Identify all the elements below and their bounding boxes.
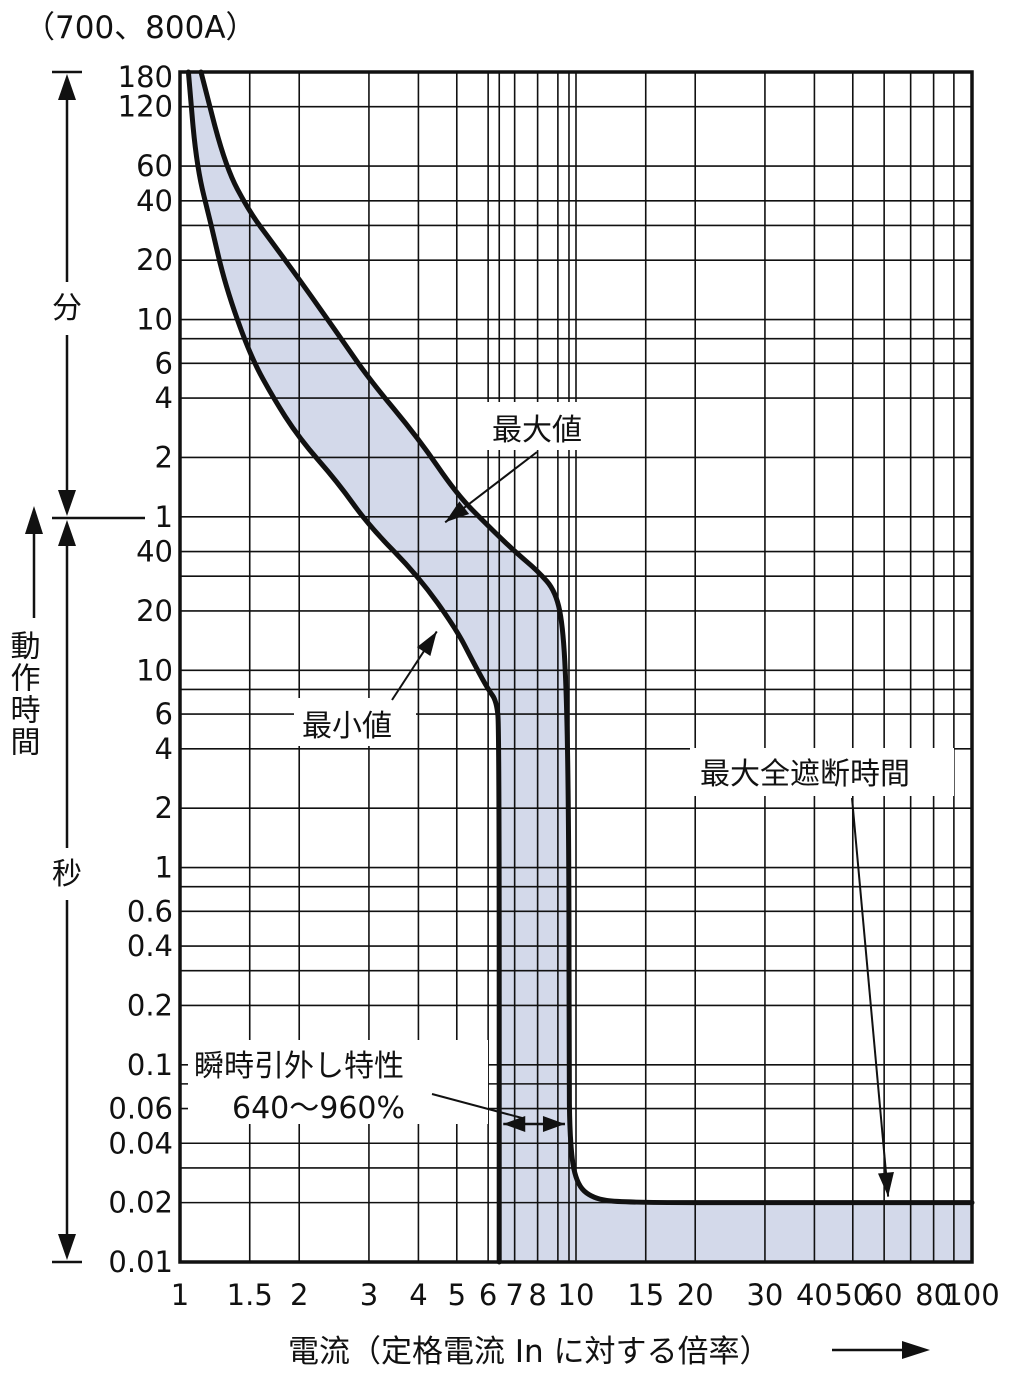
y-tick-label: 4 [155,381,173,415]
x-tick-label: 20 [677,1278,714,1312]
minutes-up-arrow-icon [58,74,76,100]
y-tick-label: 0.01 [108,1245,173,1279]
min-label: 最小値 [302,709,392,744]
y-tick-label: 6 [155,346,173,380]
x-tick-label: 1.5 [227,1278,273,1312]
max-label-bg [482,402,602,450]
y-tick-label: 0.4 [127,929,173,963]
y-tick-label: 40 [136,184,173,218]
y-tick-label: 60 [136,149,173,183]
y-tick-label: 20 [136,594,173,628]
y-tick-label: 120 [118,90,173,124]
min-label-bg [294,698,416,746]
y-tick-label: 0.02 [108,1186,173,1220]
x-tick-label: 15 [627,1278,664,1312]
instant-trip-label-bg [188,1040,488,1124]
y-tick-label: 2 [155,791,173,825]
instant-trip-range-label: 640〜960% [232,1091,405,1126]
y-tick-label: 0.2 [127,988,173,1022]
x-tick-label: 3 [360,1278,378,1312]
x-tick-label: 8 [528,1278,546,1312]
max-curve-line [198,69,975,1206]
x-tick-label: 4 [409,1278,427,1312]
y-tick-label: 0.6 [127,894,173,928]
max-label: 最大値 [492,413,582,448]
min-curve-line [185,69,502,1265]
y-tick-label: 0.04 [108,1126,173,1160]
y-tick-label: 10 [136,303,173,337]
y-axis-label: 動作時間 [5,630,40,758]
minutes-down-arrow-icon [58,490,76,516]
total-break-label-bg [690,748,954,796]
instant-trip-label: 瞬時引外し特性 [194,1049,404,1084]
curve-layer [185,69,975,1265]
ylabel-up-arrow-icon [25,506,43,534]
y-tick-label: 0.1 [127,1048,173,1082]
y-tick-label: 0.06 [108,1092,173,1126]
minutes-unit-label: 分 [52,291,82,326]
total-break-arrow-line [851,797,890,1197]
y-tick-label: 20 [136,243,173,277]
x-tick-label: 7 [505,1278,523,1312]
instant-trip-left-arrow-icon [503,1116,526,1132]
x-tick-label: 2 [290,1278,308,1312]
instant-trip-leader-line [431,1093,523,1119]
y-tick-label: 4 [155,732,173,766]
seconds-up-arrow-icon [58,520,76,546]
chart-title: （700、800A） [24,10,257,46]
x-tick-label: 40 [796,1278,833,1312]
x-axis-label: 電流（定格電流 In に対する倍率） [288,1334,771,1370]
seconds-unit-label: 秒 [52,857,82,892]
instant-trip-right-arrow-icon [542,1116,565,1132]
x-tick-label: 6 [479,1278,497,1312]
x-tick-label: 5 [448,1278,466,1312]
x-tick-label: 100 [944,1278,999,1312]
plot-frame [178,70,974,1264]
y-tick-label: 1 [155,851,173,885]
seconds-down-arrow-icon [58,1234,76,1260]
x-axis-arrow-icon [902,1341,930,1359]
min-label-arrow-arrowhead-icon [416,631,437,656]
max-label-arrow-arrowhead-icon [445,501,470,523]
y-axis-brackets [25,70,145,1264]
total-break-arrow-arrowhead-icon [878,1172,894,1197]
x-tick-label: 80 [915,1278,952,1312]
x-tick-label: 10 [558,1278,595,1312]
y-tick-labels: 18012060402010642140201064210.60.40.20.1… [108,60,173,1279]
x-tick-label: 1 [171,1278,189,1312]
total-break-label: 最大全遮断時間 [700,757,910,792]
y-tick-label: 40 [136,535,173,569]
y-tick-label: 1 [155,500,173,534]
y-tick-label: 2 [155,440,173,474]
x-tick-label: 60 [866,1278,903,1312]
y-tick-label: 10 [136,653,173,687]
x-tick-label: 50 [834,1278,871,1312]
y-tick-label: 180 [118,60,173,94]
x-tick-label: 30 [746,1278,783,1312]
y-tick-label: 6 [155,697,173,731]
